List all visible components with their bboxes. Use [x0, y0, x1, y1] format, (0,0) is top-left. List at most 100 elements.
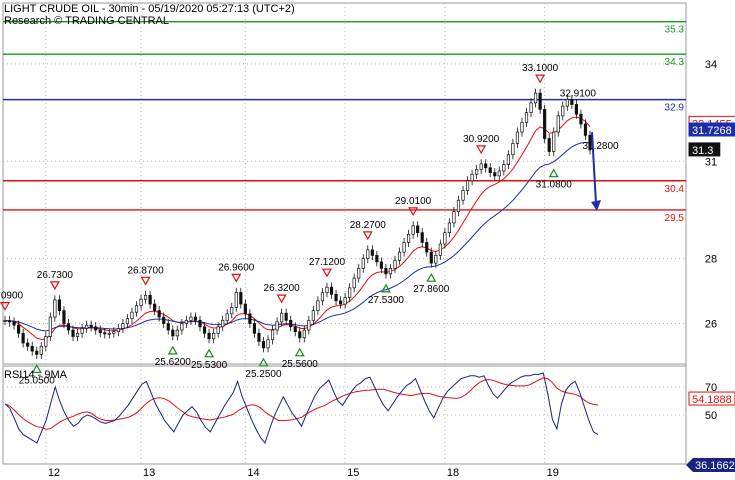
annotation-label: 32.9100	[560, 88, 597, 99]
projection-arrow-line	[591, 132, 597, 205]
candle-body	[502, 164, 506, 172]
candle-body	[89, 324, 93, 328]
candle-body	[71, 329, 75, 337]
x-tick-label: 18	[447, 467, 459, 479]
rsi-moving-average-line	[4, 377, 599, 430]
candle-body	[7, 320, 12, 323]
candle-body	[207, 332, 211, 340]
candle-body	[488, 167, 492, 173]
candle-body	[515, 131, 520, 144]
resistance-marker	[476, 145, 487, 155]
rsi-value-badge-label: 36.1662	[695, 460, 735, 472]
y-tick-label: 31	[705, 156, 717, 168]
support-marker	[380, 283, 391, 293]
candle-body	[475, 169, 479, 175]
candle-body	[316, 300, 320, 311]
candle-body	[94, 326, 98, 331]
rsi-ma-value-badge	[688, 391, 735, 406]
candle-body	[212, 332, 216, 340]
candle-body	[239, 292, 243, 305]
candle-body	[57, 299, 62, 311]
annotation-label: 25.2500	[245, 369, 282, 380]
candle-body	[407, 233, 411, 243]
candle-body	[26, 342, 30, 347]
candle-body	[234, 292, 238, 308]
candle-body	[348, 287, 352, 298]
annotation-label: 26.7300	[37, 270, 74, 281]
support-marker	[426, 272, 437, 282]
candle-body	[583, 123, 588, 136]
resistance-marker	[140, 276, 151, 286]
candle-body	[479, 163, 483, 170]
candle-body	[307, 319, 311, 331]
y-tick-label: 34	[705, 59, 717, 71]
fast-moving-average-line	[4, 116, 591, 341]
support-marker	[548, 168, 559, 178]
candle-body	[443, 232, 447, 245]
y-tick-label: 28	[705, 254, 717, 266]
support-marker	[258, 357, 269, 367]
candle-body	[75, 332, 80, 337]
slow-moving-average-line	[4, 141, 591, 332]
rsi-ma-value-badge-label: 54.1888	[692, 394, 732, 406]
resistance-marker	[408, 207, 419, 217]
key-level-label: 34.3	[665, 57, 685, 68]
y-tick-label: 26	[705, 319, 717, 331]
candle-body	[366, 249, 370, 259]
key-level-label: 29.5	[665, 213, 685, 224]
annotation-label: 31.2800	[582, 141, 619, 152]
candle-body	[579, 113, 583, 125]
annotation-label: 25.5600	[282, 359, 319, 370]
axis-value-badge	[688, 142, 721, 157]
axis-value-badge-label: 31.3	[692, 145, 713, 157]
annotation-label: 25.0500	[19, 375, 56, 386]
candle-body	[438, 243, 442, 256]
candle-body	[543, 109, 547, 139]
candle-body	[85, 324, 89, 329]
candle-body	[193, 316, 198, 321]
candle-body	[116, 328, 120, 333]
candle-body	[302, 329, 306, 339]
candle-body	[39, 345, 43, 355]
candle-body	[257, 332, 261, 342]
candle-body	[547, 138, 551, 152]
candle-body	[388, 268, 393, 275]
candle-body	[12, 321, 16, 326]
annotation-label: 30.9200	[463, 134, 500, 145]
candle-body	[261, 341, 266, 349]
support-marker	[294, 347, 305, 357]
candle-body	[98, 329, 102, 333]
price-panel-frame	[2, 2, 687, 365]
resistance-marker	[49, 281, 60, 291]
candle-body	[48, 316, 52, 337]
candle-body	[17, 324, 21, 334]
candle-body	[230, 306, 234, 315]
annotation-label: 27.8600	[413, 284, 450, 295]
candle-body	[588, 134, 592, 151]
candle-body	[429, 251, 433, 264]
candle-body	[361, 258, 365, 269]
rsi-title: RSI14 - 9MA	[4, 369, 68, 381]
candle-body	[552, 131, 556, 152]
annotation-label: 26.0900	[0, 291, 24, 302]
candle-body	[284, 312, 288, 321]
axis-layer: 1213141518193431282632.145531.726831.370…	[48, 59, 735, 479]
candle-body	[447, 222, 452, 234]
candle-body	[511, 143, 515, 156]
candle-body	[180, 323, 184, 331]
key-level-label: 30.4	[665, 184, 685, 195]
axis-value-badge	[688, 122, 735, 137]
key-level-label: 35.3	[665, 25, 685, 36]
candle-body	[121, 323, 125, 329]
annotation-label: 31.0800	[536, 180, 573, 191]
candle-body	[461, 190, 465, 201]
candle-body	[198, 319, 202, 328]
candle-body	[420, 232, 424, 243]
candle-body	[112, 331, 116, 334]
candle-body	[189, 316, 193, 321]
candle-body	[166, 323, 170, 331]
candle-body	[411, 225, 415, 235]
candle-body	[334, 293, 338, 302]
candle-body	[280, 312, 284, 323]
support-marker	[167, 345, 178, 355]
